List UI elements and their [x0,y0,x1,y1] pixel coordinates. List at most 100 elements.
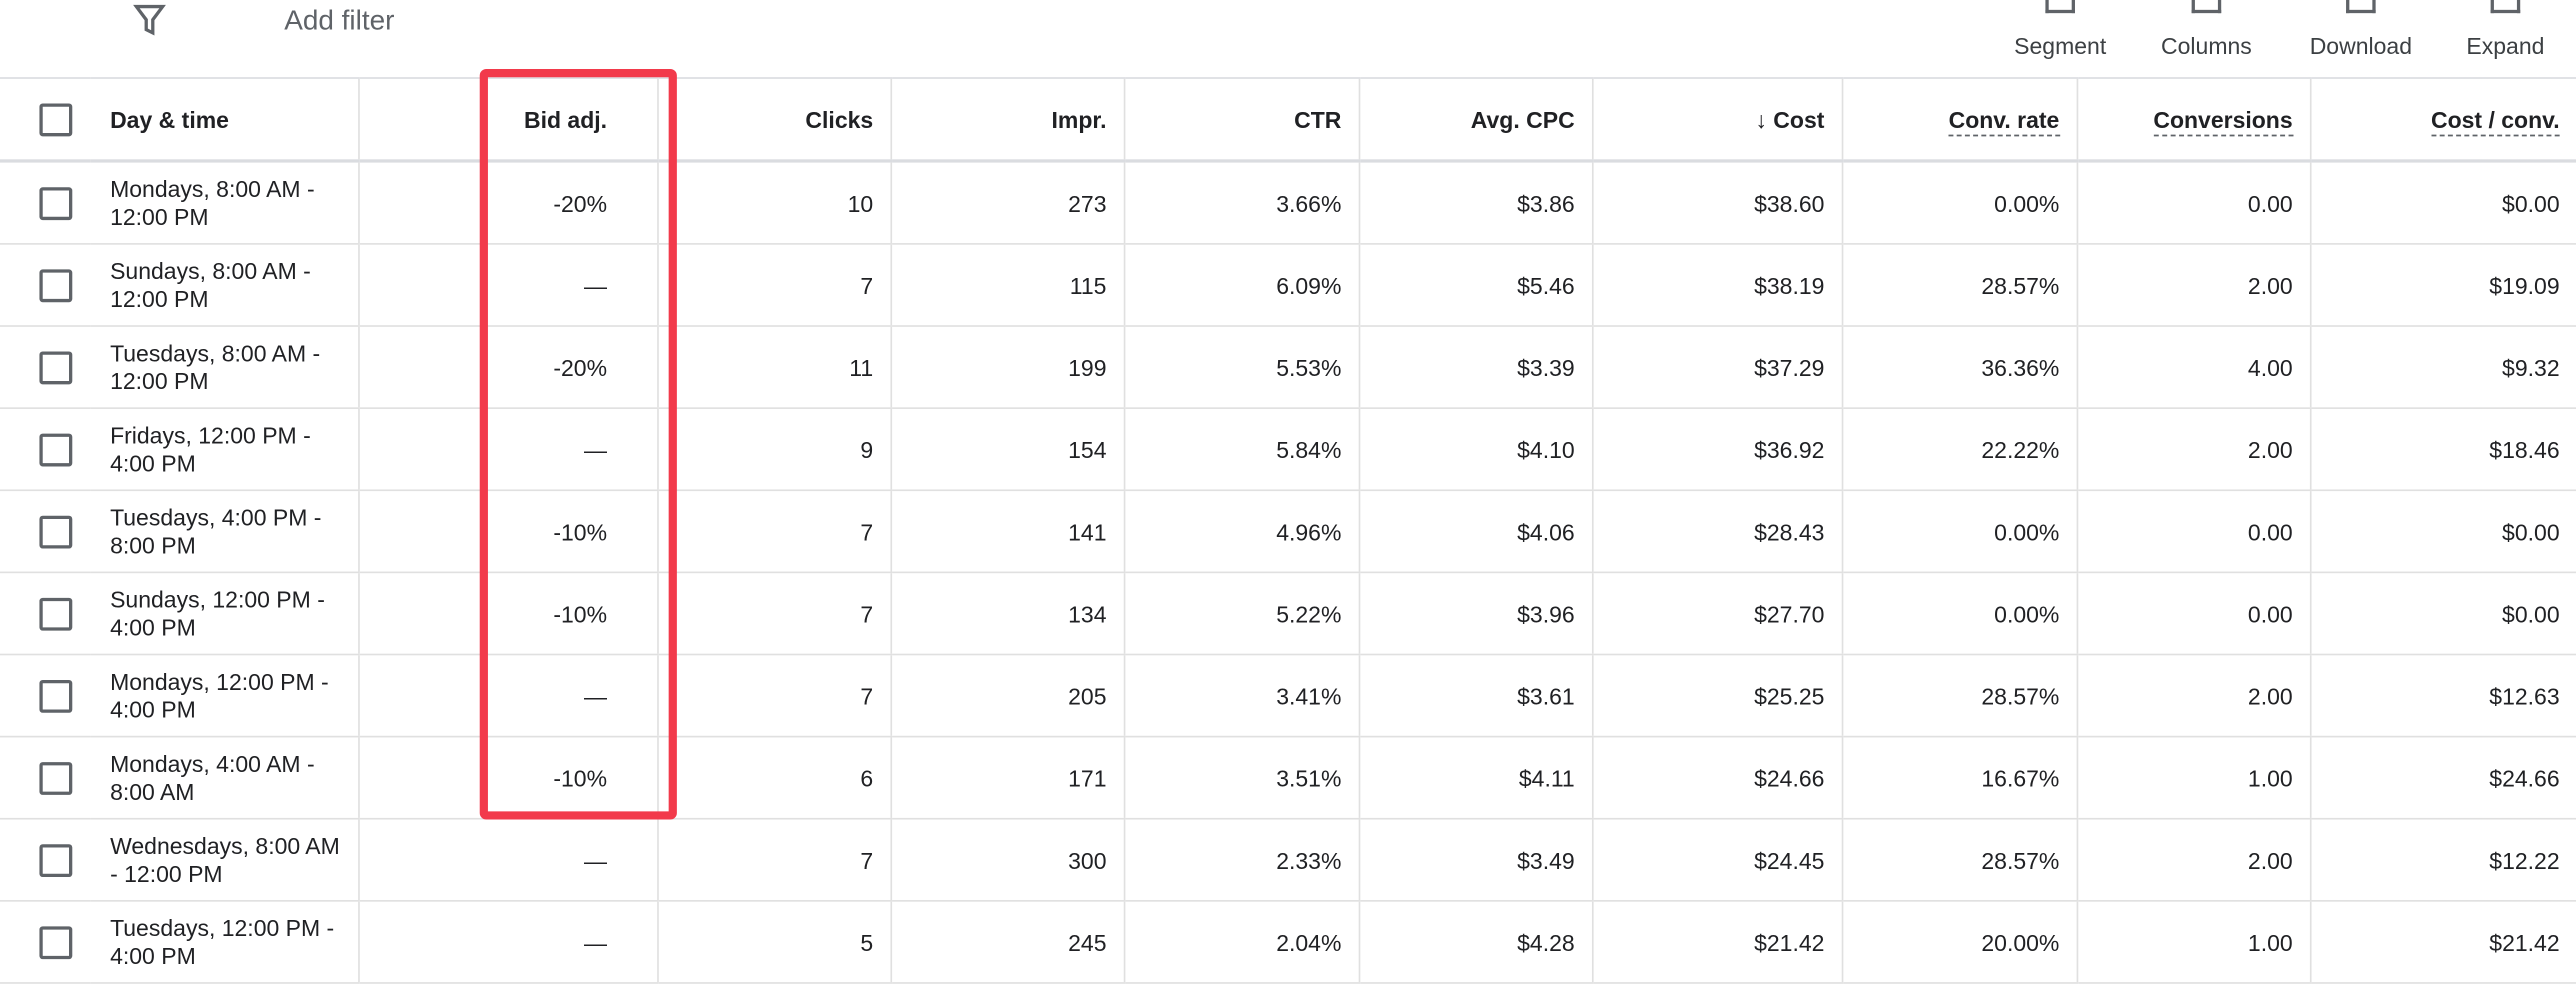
header-label[interactable]: Bid adj. [523,105,608,133]
cell: $0.00 [2309,160,2576,245]
cell: $18.46 [2309,408,2576,492]
column-header: Bid adj. [357,77,658,163]
cell-value: $38.60 [1754,189,1825,216]
checkbox[interactable] [39,514,73,548]
cell: $4.11 [1357,736,1592,820]
table-row: Tuesdays, 12:00 PM - 4:00 PM — 5 245 2.04% $4… [0,900,2576,984]
checkbox[interactable] [39,102,73,136]
cell: -10% [357,490,658,574]
cell: 22.22% [1840,408,2077,492]
cell-value: $36.92 [1754,436,1825,463]
header-label[interactable]: Conv. rate [1949,105,2060,136]
cell: -20% [357,160,658,245]
header-label[interactable]: CTR [1294,105,1342,133]
table-row: Wednesdays, 8:00 AM - 12:00 PM — 7 300 2.33%… [0,818,2576,902]
header-label[interactable]: Cost / conv. [2431,105,2560,136]
header-label[interactable]: Impr. [1051,105,1107,133]
cell: 7 [656,654,891,738]
header-label[interactable]: Day & time [110,105,229,133]
toolbar-action[interactable]: Segment [2014,32,2107,60]
cell: $0.00 [2309,490,2576,574]
cell-value: $3.96 [1517,600,1575,627]
cell-value: 7 [860,600,874,627]
checkbox[interactable] [39,843,73,877]
checkbox[interactable] [39,925,73,959]
table-row: Mondays, 8:00 AM - 12:00 PM -20% 10 273 3.66… [0,160,2576,245]
checkbox[interactable] [39,350,73,384]
table-row: Mondays, 12:00 PM - 4:00 PM — 7 205 3.41% $3.… [0,654,2576,738]
header-label[interactable]: Cost [1773,105,1825,133]
cell-value: $28.43 [1754,518,1825,545]
cell: 1.00 [2075,736,2310,820]
table-row: Sundays, 8:00 AM - 12:00 PM — 7 115 6.09% $5.… [0,243,2576,327]
cell: -20% [357,326,658,409]
cell-value: 0.00 [2247,189,2293,216]
header-label[interactable]: Avg. CPC [1470,105,1575,133]
cell: Sundays, 8:00 AM - 12:00 PM [90,243,359,327]
table-row: Tuesdays, 8:00 AM - 12:00 PM -20% 11 199 5.5… [0,326,2576,409]
cell: 10 [656,160,891,245]
cell: $12.63 [2309,654,2576,738]
cell-value: 6 [860,764,874,791]
cell: $25.25 [1591,654,1842,738]
cell-value: $0.00 [2502,600,2560,627]
checkbox[interactable] [39,597,73,630]
cell: 2.04% [1122,900,1359,984]
cell: 2.00 [2075,243,2310,327]
cell-value: — [584,682,608,709]
header-label[interactable]: Clicks [805,105,874,133]
cell-value: 1.00 [2247,764,2293,791]
cell-value: $24.45 [1754,846,1825,873]
action-icon [2490,0,2521,14]
cell-value: $4.06 [1517,518,1575,545]
column-header: ↓ Cost [1591,77,1842,163]
cell: 273 [889,160,1124,245]
cell-value: 115 [1069,271,1107,299]
column-header: Clicks [656,77,891,163]
day-time: Tuesdays, 8:00 AM - 12:00 PM [110,339,321,394]
day-time: Tuesdays, 12:00 PM - 4:00 PM [110,913,335,969]
cell-value: 20.00% [1981,928,2060,956]
cell: Fridays, 12:00 PM - 4:00 PM [90,408,359,492]
cell-value: 199 [1068,353,1107,381]
cell-value: $27.70 [1754,600,1825,627]
cell: $0.00 [2309,572,2576,656]
add-filter[interactable]: Add filter [284,4,395,37]
row-select [0,326,91,409]
checkbox[interactable] [39,432,73,466]
cell: — [357,243,658,327]
day-time: Wednesdays, 8:00 AM - 12:00 PM [110,831,340,887]
checkbox[interactable] [39,268,73,302]
header-label[interactable]: Conversions [2153,105,2293,136]
cell: 0.00 [2075,490,2310,574]
cell: — [357,408,658,492]
cell-value: 0.00% [1994,600,2060,627]
checkbox[interactable] [39,679,73,712]
cell-value: $21.42 [2489,928,2560,956]
cell: $21.42 [2309,900,2576,984]
cell-value: 273 [1068,189,1107,216]
cell-value: 22.22% [1981,436,2060,463]
cell-value: $5.46 [1517,271,1575,299]
cell-value: 2.33% [1276,846,1342,873]
header-row: Day & time Bid adj. Clicks Impr. CTR Avg. CPC… [0,77,2576,163]
data-table: Day & time Bid adj. Clicks Impr. CTR Avg. CPC… [0,77,2576,984]
cell-value: $25.25 [1754,682,1825,709]
cell: 7 [656,243,891,327]
checkbox[interactable] [39,186,73,220]
filter-icon[interactable] [133,3,166,36]
cell-value: 154 [1068,436,1107,463]
cell-value: $19.09 [2489,271,2560,299]
cell: 0.00 [2075,572,2310,656]
cell: $3.39 [1357,326,1592,409]
toolbar-action[interactable]: Columns [2161,32,2252,60]
action-icon [2191,0,2222,14]
cell-value: 28.57% [1981,682,2060,709]
toolbar-action[interactable]: Download [2309,32,2412,60]
column-header: Conv. rate [1840,77,2077,163]
toolbar-action[interactable]: Expand [2466,32,2545,60]
cell-value: 11 [849,353,874,381]
checkbox[interactable] [39,761,73,795]
cell: 0.00% [1840,160,2077,245]
